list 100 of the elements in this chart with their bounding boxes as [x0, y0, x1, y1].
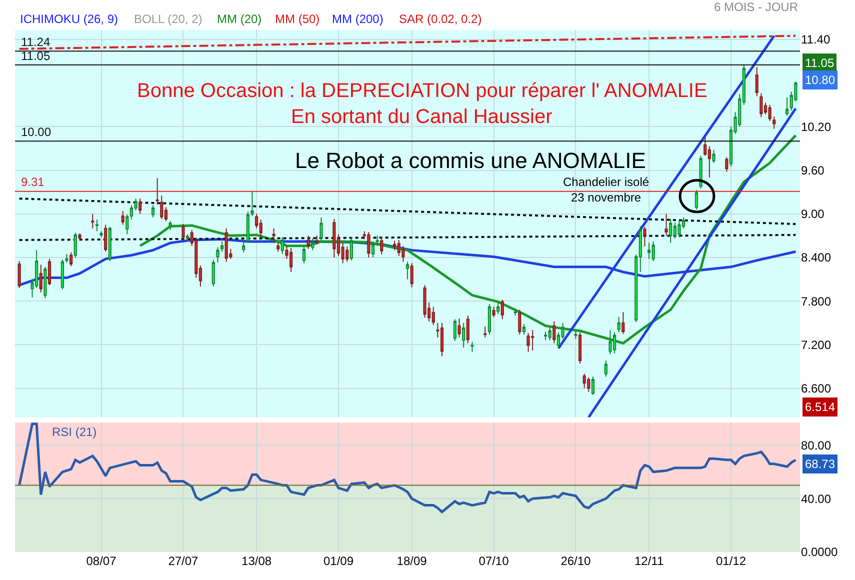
chart-title: RSI (21) [52, 425, 97, 439]
candlestick [492, 306, 496, 318]
candlestick [484, 326, 487, 338]
candlestick [346, 246, 349, 262]
candlestick [220, 240, 224, 252]
candlestick [406, 261, 410, 280]
y-tick-label: 6.600 [801, 381, 832, 396]
candlestick [410, 262, 414, 288]
candlestick [44, 266, 47, 299]
candlestick [500, 299, 504, 320]
candlestick [488, 303, 492, 335]
candlestick [151, 204, 155, 218]
text: 6 MOIS - JOUR [714, 0, 798, 14]
candlestick [371, 240, 375, 258]
annotation: Bonne Occasion : la DEPRECIATION pour réparer l' ANOMALIE [137, 80, 708, 102]
annotation: En sortant du Canal Haussier [291, 106, 553, 128]
candlestick [699, 155, 702, 189]
text: 10.80 [805, 73, 836, 87]
candlestick [591, 376, 595, 396]
candlestick [518, 309, 522, 335]
candlestick [216, 246, 220, 264]
candlestick [74, 232, 77, 258]
ref-line-label: 10.00 [21, 125, 52, 139]
y-tick-label: 11.40 [801, 32, 830, 47]
candlestick [664, 213, 668, 236]
candlestick [574, 330, 578, 340]
x-tick-label: 13/08 [242, 554, 272, 568]
candlestick [60, 259, 64, 290]
candlestick [186, 234, 190, 242]
candlestick [242, 240, 246, 253]
candlestick [182, 224, 185, 240]
text: MM (20) [217, 12, 262, 26]
candlestick [376, 235, 379, 246]
candlestick [104, 224, 108, 252]
y-tick-label: 0.0000 [801, 545, 838, 560]
y-tick-label: 80.00 [801, 438, 832, 452]
candlestick [289, 248, 293, 272]
candlestick [587, 376, 590, 392]
x-tick-label: 08/07 [86, 554, 117, 568]
y-tick-label: 9.00 [801, 207, 825, 222]
candlestick [643, 226, 646, 248]
candlestick [276, 242, 280, 252]
annotation: Chandelier isolé 23 novembre [563, 175, 650, 205]
candlestick [18, 260, 21, 288]
annotation: Le Robot a commis une ANOMALIE [295, 148, 646, 173]
text: MM (200) [332, 12, 384, 26]
text: SAR (0.02, 0.2) [399, 12, 482, 26]
text: ICHIMOKU (26, 9) [20, 12, 118, 26]
candlestick [526, 332, 530, 352]
candlestick [108, 226, 112, 262]
candlestick [302, 246, 306, 264]
candlestick [212, 259, 215, 288]
x-tick-label: 12/11 [634, 554, 664, 568]
y-tick-label: 10.20 [801, 120, 832, 134]
candlestick [647, 242, 651, 260]
candlestick [617, 316, 620, 333]
line-series [18, 422, 797, 514]
candlestick [48, 258, 52, 286]
text: 68.73 [805, 457, 836, 471]
candlestick [423, 284, 426, 318]
ref-line-label: 11.24 [21, 35, 50, 49]
candlestick [466, 315, 470, 344]
candlestick [311, 238, 314, 251]
candlestick [432, 306, 435, 326]
candlestick [272, 228, 276, 244]
candlestick [514, 308, 517, 316]
candlestick [138, 198, 142, 214]
line-series [138, 134, 797, 344]
candlestick [772, 116, 776, 130]
ref-line-label: 11.05 [21, 49, 50, 63]
candlestick [548, 326, 552, 341]
text: BOLL (20, 2) [134, 12, 202, 26]
candlestick [160, 195, 164, 220]
candlestick [578, 332, 582, 364]
ref-line-label: 9.31 [21, 175, 45, 189]
candlestick [608, 330, 612, 355]
candlestick [669, 218, 672, 244]
candlestick [694, 189, 698, 210]
text: 6.514 [805, 400, 836, 414]
x-tick-label: 07/10 [478, 554, 510, 568]
y-tick-label: 7.200 [801, 338, 832, 352]
candlestick [65, 253, 68, 264]
candlestick [126, 214, 129, 235]
candlestick [470, 341, 474, 352]
candlestick [280, 236, 284, 254]
candlestick [725, 156, 728, 172]
candlestick [786, 97, 789, 116]
candlestick [453, 318, 456, 342]
candlestick [315, 235, 318, 245]
y-tick-label: 7.800 [801, 294, 832, 308]
candlestick [380, 236, 384, 256]
x-tick-label: 26/10 [560, 554, 592, 568]
candlestick [91, 213, 94, 229]
x-tick-label: 27/07 [168, 554, 199, 568]
candlestick [678, 220, 681, 238]
candlestick [39, 264, 42, 293]
candlestick [440, 322, 444, 357]
x-tick-label: 01/09 [323, 554, 354, 568]
candlestick [552, 320, 556, 344]
candlestick [95, 219, 99, 232]
